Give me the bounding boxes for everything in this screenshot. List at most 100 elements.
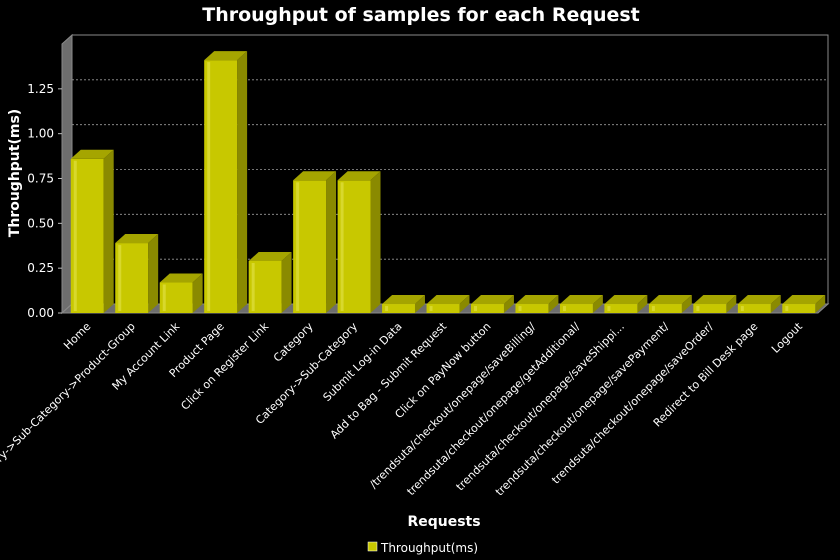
bar	[515, 295, 559, 313]
bar-front	[693, 304, 727, 313]
bar-top	[559, 295, 603, 305]
bar-top	[693, 295, 737, 305]
bar-side	[414, 295, 425, 313]
bar-top	[337, 171, 381, 181]
bar-front	[471, 304, 504, 313]
bar-top	[204, 51, 248, 61]
bar-front	[737, 304, 771, 313]
bar-top	[382, 295, 425, 305]
bar-top	[648, 295, 692, 305]
bar-top	[604, 295, 648, 305]
bar-top	[159, 273, 203, 283]
bar-side	[592, 295, 603, 313]
bar-side	[103, 149, 114, 313]
bar-side	[503, 295, 514, 313]
bar-highlight	[785, 306, 789, 311]
bar-top	[426, 295, 470, 305]
bar-highlight	[340, 182, 344, 311]
bar	[382, 295, 425, 313]
bar-side	[370, 171, 381, 313]
chart-title: Throughput of samples for each Request	[202, 4, 640, 26]
bar-side	[237, 51, 248, 313]
bar-highlight	[696, 306, 700, 311]
bar-top	[70, 149, 114, 159]
bar-highlight	[651, 306, 655, 311]
bar-top	[782, 295, 826, 305]
bar	[337, 171, 381, 313]
bar-highlight	[162, 284, 166, 311]
bar-highlight	[429, 306, 433, 311]
y-tick-label: 0.75	[27, 172, 54, 186]
bar	[115, 234, 159, 313]
bar-top	[737, 295, 781, 305]
bar-side	[281, 251, 292, 313]
y-tick-label: 0.00	[27, 306, 54, 320]
bar-highlight	[73, 160, 77, 311]
x-category-label: trendsuta/checkout/onepage/saveShippi...	[454, 320, 627, 493]
bar-front	[559, 304, 593, 313]
bar-side	[637, 295, 648, 313]
bar-side	[770, 295, 781, 313]
bar-highlight	[474, 306, 478, 311]
bar	[204, 51, 248, 313]
bar	[559, 295, 603, 313]
y-tick-label: 0.50	[27, 216, 54, 230]
bar-front	[604, 304, 638, 313]
bar	[471, 295, 514, 313]
bar-highlight	[607, 306, 611, 311]
bar-highlight	[562, 306, 566, 311]
x-category-label: Click on Register Link	[178, 319, 271, 412]
x-category-label: trendsuta/checkout/onepage/saveOrder/	[549, 320, 716, 487]
bar-highlight	[385, 306, 389, 311]
bar	[737, 295, 781, 313]
bar-side	[548, 295, 559, 313]
bar	[604, 295, 648, 313]
y-tick-label: 0.25	[27, 261, 54, 275]
bar-side	[681, 295, 692, 313]
bar-top	[115, 234, 159, 244]
legend: Throughput(ms)	[367, 541, 478, 555]
bar-top	[248, 251, 292, 261]
y-tick-label: 1.00	[27, 127, 54, 141]
bar-front	[515, 304, 549, 313]
bar-top	[471, 295, 514, 305]
bar-front	[782, 304, 816, 313]
bar-highlight	[740, 306, 744, 311]
bar-side	[815, 295, 826, 313]
x-category-label: Home	[61, 320, 93, 352]
legend-swatch	[367, 541, 378, 552]
x-axis-label: Requests	[407, 514, 480, 530]
plot-area: 0.000.250.500.751.001.25HomeCategory->Su…	[0, 33, 830, 499]
bar	[426, 295, 470, 313]
bar	[648, 295, 692, 313]
bar-side	[148, 234, 159, 313]
x-category-label: Submit Log-in Data	[321, 320, 405, 404]
bar-side	[459, 295, 470, 313]
x-category-label: Logout	[769, 319, 805, 355]
plot-left-wall	[61, 33, 73, 315]
bar-side	[326, 171, 337, 313]
bar	[70, 149, 114, 313]
bar-top	[515, 295, 559, 305]
bar-top	[293, 171, 337, 181]
bar-highlight	[518, 306, 522, 311]
bar-highlight	[251, 262, 255, 311]
y-axis-label: Throughput(ms)	[7, 109, 23, 237]
y-tick-label: 1.25	[27, 82, 54, 96]
bar	[293, 171, 337, 313]
bar-front	[382, 304, 415, 313]
bar-front	[426, 304, 460, 313]
x-category-label: /trendsuta/checkout/onepage/saveBilling/	[367, 320, 538, 491]
bar	[782, 295, 826, 313]
legend-label: Throughput(ms)	[380, 541, 478, 555]
x-category-label: Category	[271, 320, 316, 365]
bar	[693, 295, 737, 313]
bar-highlight	[118, 245, 122, 311]
bar	[159, 273, 203, 313]
bar-side	[192, 273, 203, 313]
bar-front	[648, 304, 682, 313]
bar-highlight	[296, 182, 300, 311]
bar-side	[726, 295, 737, 313]
bar	[248, 251, 292, 313]
